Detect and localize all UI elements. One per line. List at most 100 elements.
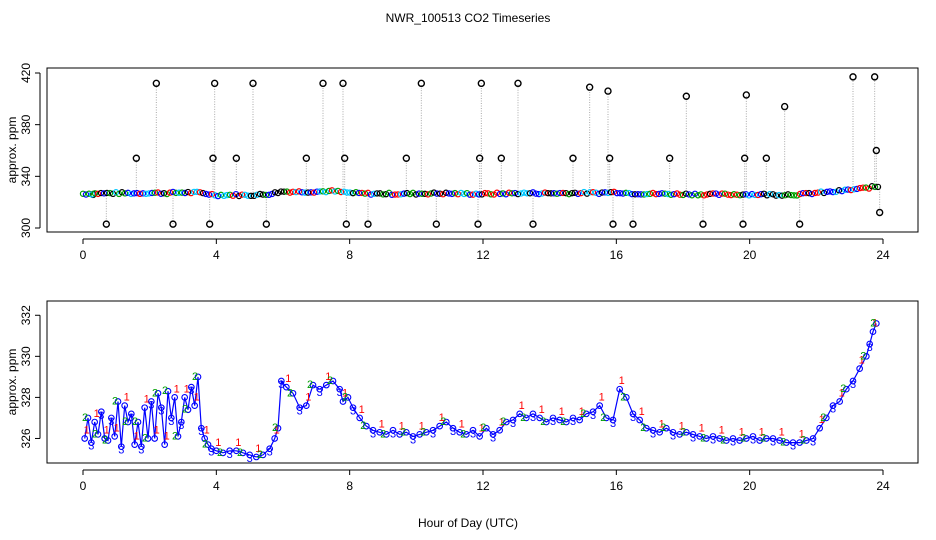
bottom-point-circle: [349, 404, 357, 412]
bottom-x-tick-label: 8: [346, 479, 353, 493]
top-panel: 0 4 8 12 16 20 24 300 340 380 420 approx. ppm: [5, 63, 919, 262]
top-baseline-point: [802, 189, 810, 197]
bottom-point-circle: [789, 439, 797, 446]
bottom-point-label: 3: [198, 426, 204, 438]
bottom-point-circle: [542, 418, 550, 426]
bottom-point-label: 1: [255, 443, 261, 455]
top-baseline-point: [172, 189, 180, 197]
bottom-y-tick-label: 332: [19, 305, 33, 325]
top-baseline-point: [181, 189, 189, 197]
top-baseline-point: [340, 188, 348, 195]
top-spike-point: [477, 79, 486, 88]
top-x-axis: 0 4 8 12 16 20 24: [80, 238, 890, 262]
top-baseline-point: [871, 183, 879, 191]
top-baseline-point: [154, 189, 162, 196]
top-baseline-point: [634, 191, 642, 198]
bottom-point-label: 3: [590, 410, 596, 422]
top-baseline-point: [448, 190, 456, 198]
top-baseline-point: [601, 189, 609, 196]
top-baseline-point: [775, 191, 783, 199]
top-baseline-point: [616, 189, 624, 197]
top-baseline-point: [715, 191, 723, 199]
bottom-point-label: 1: [399, 420, 405, 432]
top-spike-point: [762, 154, 771, 162]
bottom-point-label: 2: [237, 447, 243, 459]
top-baseline-point: [217, 191, 225, 199]
bottom-point-circle: [187, 383, 195, 391]
bottom-point-label: 2: [142, 432, 148, 444]
bottom-point-label: 3: [88, 441, 94, 453]
top-spike-point: [742, 91, 751, 99]
top-spike-point: [169, 220, 177, 228]
bottom-point-circle: [87, 439, 95, 446]
bottom-point-circle: [336, 385, 344, 393]
top-baseline-point: [868, 183, 876, 190]
top-baseline-point: [652, 190, 660, 198]
bottom-point-circle: [569, 414, 577, 422]
top-y-tick-label: 340: [19, 166, 33, 186]
top-baseline-point: [373, 190, 381, 197]
bottom-point-circle: [629, 410, 637, 418]
bottom-point-circle: [197, 424, 205, 432]
bottom-point-label: 2: [440, 416, 446, 428]
bottom-point-circle: [729, 435, 737, 442]
top-baseline-point: [820, 189, 828, 197]
top-baseline-point: [286, 189, 294, 196]
top-baseline-point: [613, 189, 621, 197]
top-baseline-point: [724, 191, 732, 198]
top-baseline-point: [505, 189, 513, 196]
top-baseline-point: [730, 191, 738, 198]
top-baseline-point: [127, 190, 135, 198]
top-baseline-point: [676, 191, 684, 198]
top-baseline-point: [739, 191, 747, 198]
bottom-point-circle: [309, 381, 317, 389]
top-baseline-point: [874, 183, 882, 191]
bottom-point-circle: [369, 426, 377, 434]
bottom-point-circle: [429, 426, 437, 434]
bottom-point-label: 1: [819, 414, 825, 426]
top-baseline-point: [853, 185, 861, 193]
bottom-point-circle: [736, 437, 744, 444]
top-baseline-point: [784, 191, 792, 198]
top-baseline-point: [226, 191, 234, 198]
top-baseline-point: [295, 188, 303, 195]
top-baseline-point: [142, 190, 150, 198]
top-baseline-point: [478, 191, 486, 198]
top-baseline-point: [856, 184, 864, 192]
bottom-point-circle: [702, 435, 710, 442]
bottom-point-circle: [137, 443, 145, 451]
top-baseline-point: [769, 191, 777, 198]
bottom-point-circle: [449, 424, 457, 432]
bottom-point-circle: [676, 431, 684, 438]
top-baseline-point: [589, 188, 597, 196]
top-baseline-point: [307, 189, 315, 196]
top-baseline-point: [583, 190, 591, 197]
bottom-point-circle: [549, 414, 557, 422]
bottom-x-tick-label: 0: [80, 479, 87, 493]
top-baseline-point: [283, 188, 291, 195]
top-baseline-point: [841, 186, 849, 193]
top-baseline-point: [508, 190, 516, 197]
bottom-point-label: 2: [112, 396, 118, 408]
bottom-point-circle: [177, 418, 185, 426]
top-spike-point: [132, 154, 141, 162]
top-baseline-point: [235, 192, 243, 200]
bottom-point-label: 1: [154, 424, 160, 436]
top-baseline-point: [157, 190, 165, 197]
bottom-point-label: 2: [840, 383, 846, 395]
bottom-point-circle: [796, 439, 804, 446]
top-baseline-point: [313, 188, 321, 195]
top-baseline-point: [805, 189, 813, 197]
bottom-point-circle: [124, 418, 132, 426]
top-baseline-point: [526, 190, 534, 197]
top-baseline-point: [619, 190, 627, 197]
top-baseline-point: [640, 191, 648, 198]
top-baseline-point: [628, 190, 636, 198]
bottom-point-circle: [282, 383, 290, 391]
top-spike-point: [497, 154, 506, 162]
bottom-point-label: 1: [235, 437, 241, 449]
top-baseline-point: [550, 190, 558, 197]
top-baseline-point: [553, 190, 561, 197]
bottom-point-label: 1: [204, 424, 210, 436]
